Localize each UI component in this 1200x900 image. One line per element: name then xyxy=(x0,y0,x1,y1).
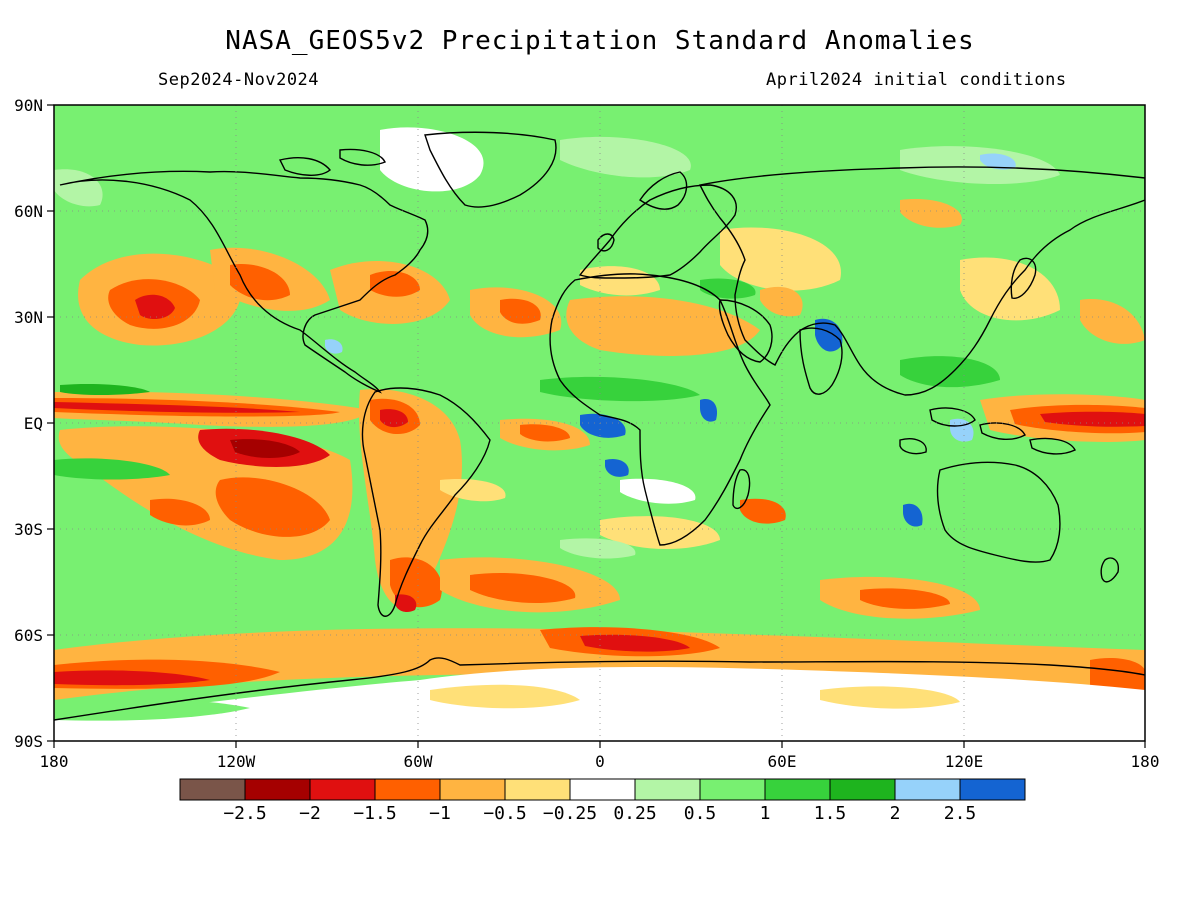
anomaly-field xyxy=(54,105,1145,741)
colorbar-swatch xyxy=(244,778,311,801)
colorbar-swatch xyxy=(374,778,441,801)
graticule xyxy=(54,105,1145,741)
lon-label: 0 xyxy=(595,752,605,771)
colorbar-swatch xyxy=(439,778,506,801)
map-title: NASA_GEOS5v2 Precipitation Standard Anom… xyxy=(225,26,975,56)
colorbar-swatch xyxy=(504,778,571,801)
latitude-labels: 90N 60N 30N EQ 30S 60S 90S xyxy=(14,96,43,751)
lon-label: 180 xyxy=(1131,752,1160,771)
colorbar-swatch xyxy=(699,778,766,801)
anomaly-patches xyxy=(54,127,1145,741)
lat-label: 60N xyxy=(14,202,43,221)
colorbar-swatch xyxy=(829,778,896,801)
initial-conditions: April2024 initial conditions xyxy=(766,70,1067,90)
colorbar-swatch xyxy=(634,778,701,801)
colorbar-swatch xyxy=(764,778,831,801)
lat-label: 90S xyxy=(14,732,43,751)
colorbar-label: −1 xyxy=(429,803,451,824)
lon-label: 60E xyxy=(768,752,797,771)
colorbar-swatch xyxy=(959,778,1026,801)
tick-marks xyxy=(47,104,1146,748)
colorbar-swatch xyxy=(894,778,961,801)
colorbar: −2.5 −2 −1.5 −1 −0.5 −0.25 0.25 0.5 1 1.5 2 2.5 xyxy=(179,778,1026,824)
lon-label: 120W xyxy=(217,752,256,771)
lat-label: 30S xyxy=(14,520,43,539)
lat-label: EQ xyxy=(24,414,43,433)
colorbar-label: −0.5 xyxy=(483,803,526,824)
colorbar-label: 2.5 xyxy=(944,803,977,824)
colorbar-swatch xyxy=(309,778,376,801)
colorbar-swatch xyxy=(179,778,246,801)
colorbar-label: 0.5 xyxy=(684,803,717,824)
lon-label: 60W xyxy=(404,752,433,771)
colorbar-label: 1.5 xyxy=(814,803,847,824)
lat-label: 90N xyxy=(14,96,43,115)
lat-label: 30N xyxy=(14,308,43,327)
lon-label: 180 xyxy=(40,752,69,771)
forecast-period: Sep2024-Nov2024 xyxy=(158,70,320,90)
lat-label: 60S xyxy=(14,626,43,645)
longitude-labels: 180 120W 60W 0 60E 120E 180 xyxy=(40,752,1160,771)
colorbar-label: 1 xyxy=(760,803,771,824)
colorbar-label: −0.25 xyxy=(543,803,597,824)
colorbar-label: 0.25 xyxy=(613,803,656,824)
colorbar-label: −2.5 xyxy=(223,803,266,824)
colorbar-label: −2 xyxy=(299,803,321,824)
colorbar-label: 2 xyxy=(890,803,901,824)
lon-label: 120E xyxy=(945,752,984,771)
colorbar-label: −1.5 xyxy=(353,803,396,824)
coastlines xyxy=(54,131,1145,721)
colorbar-swatch xyxy=(569,778,636,801)
